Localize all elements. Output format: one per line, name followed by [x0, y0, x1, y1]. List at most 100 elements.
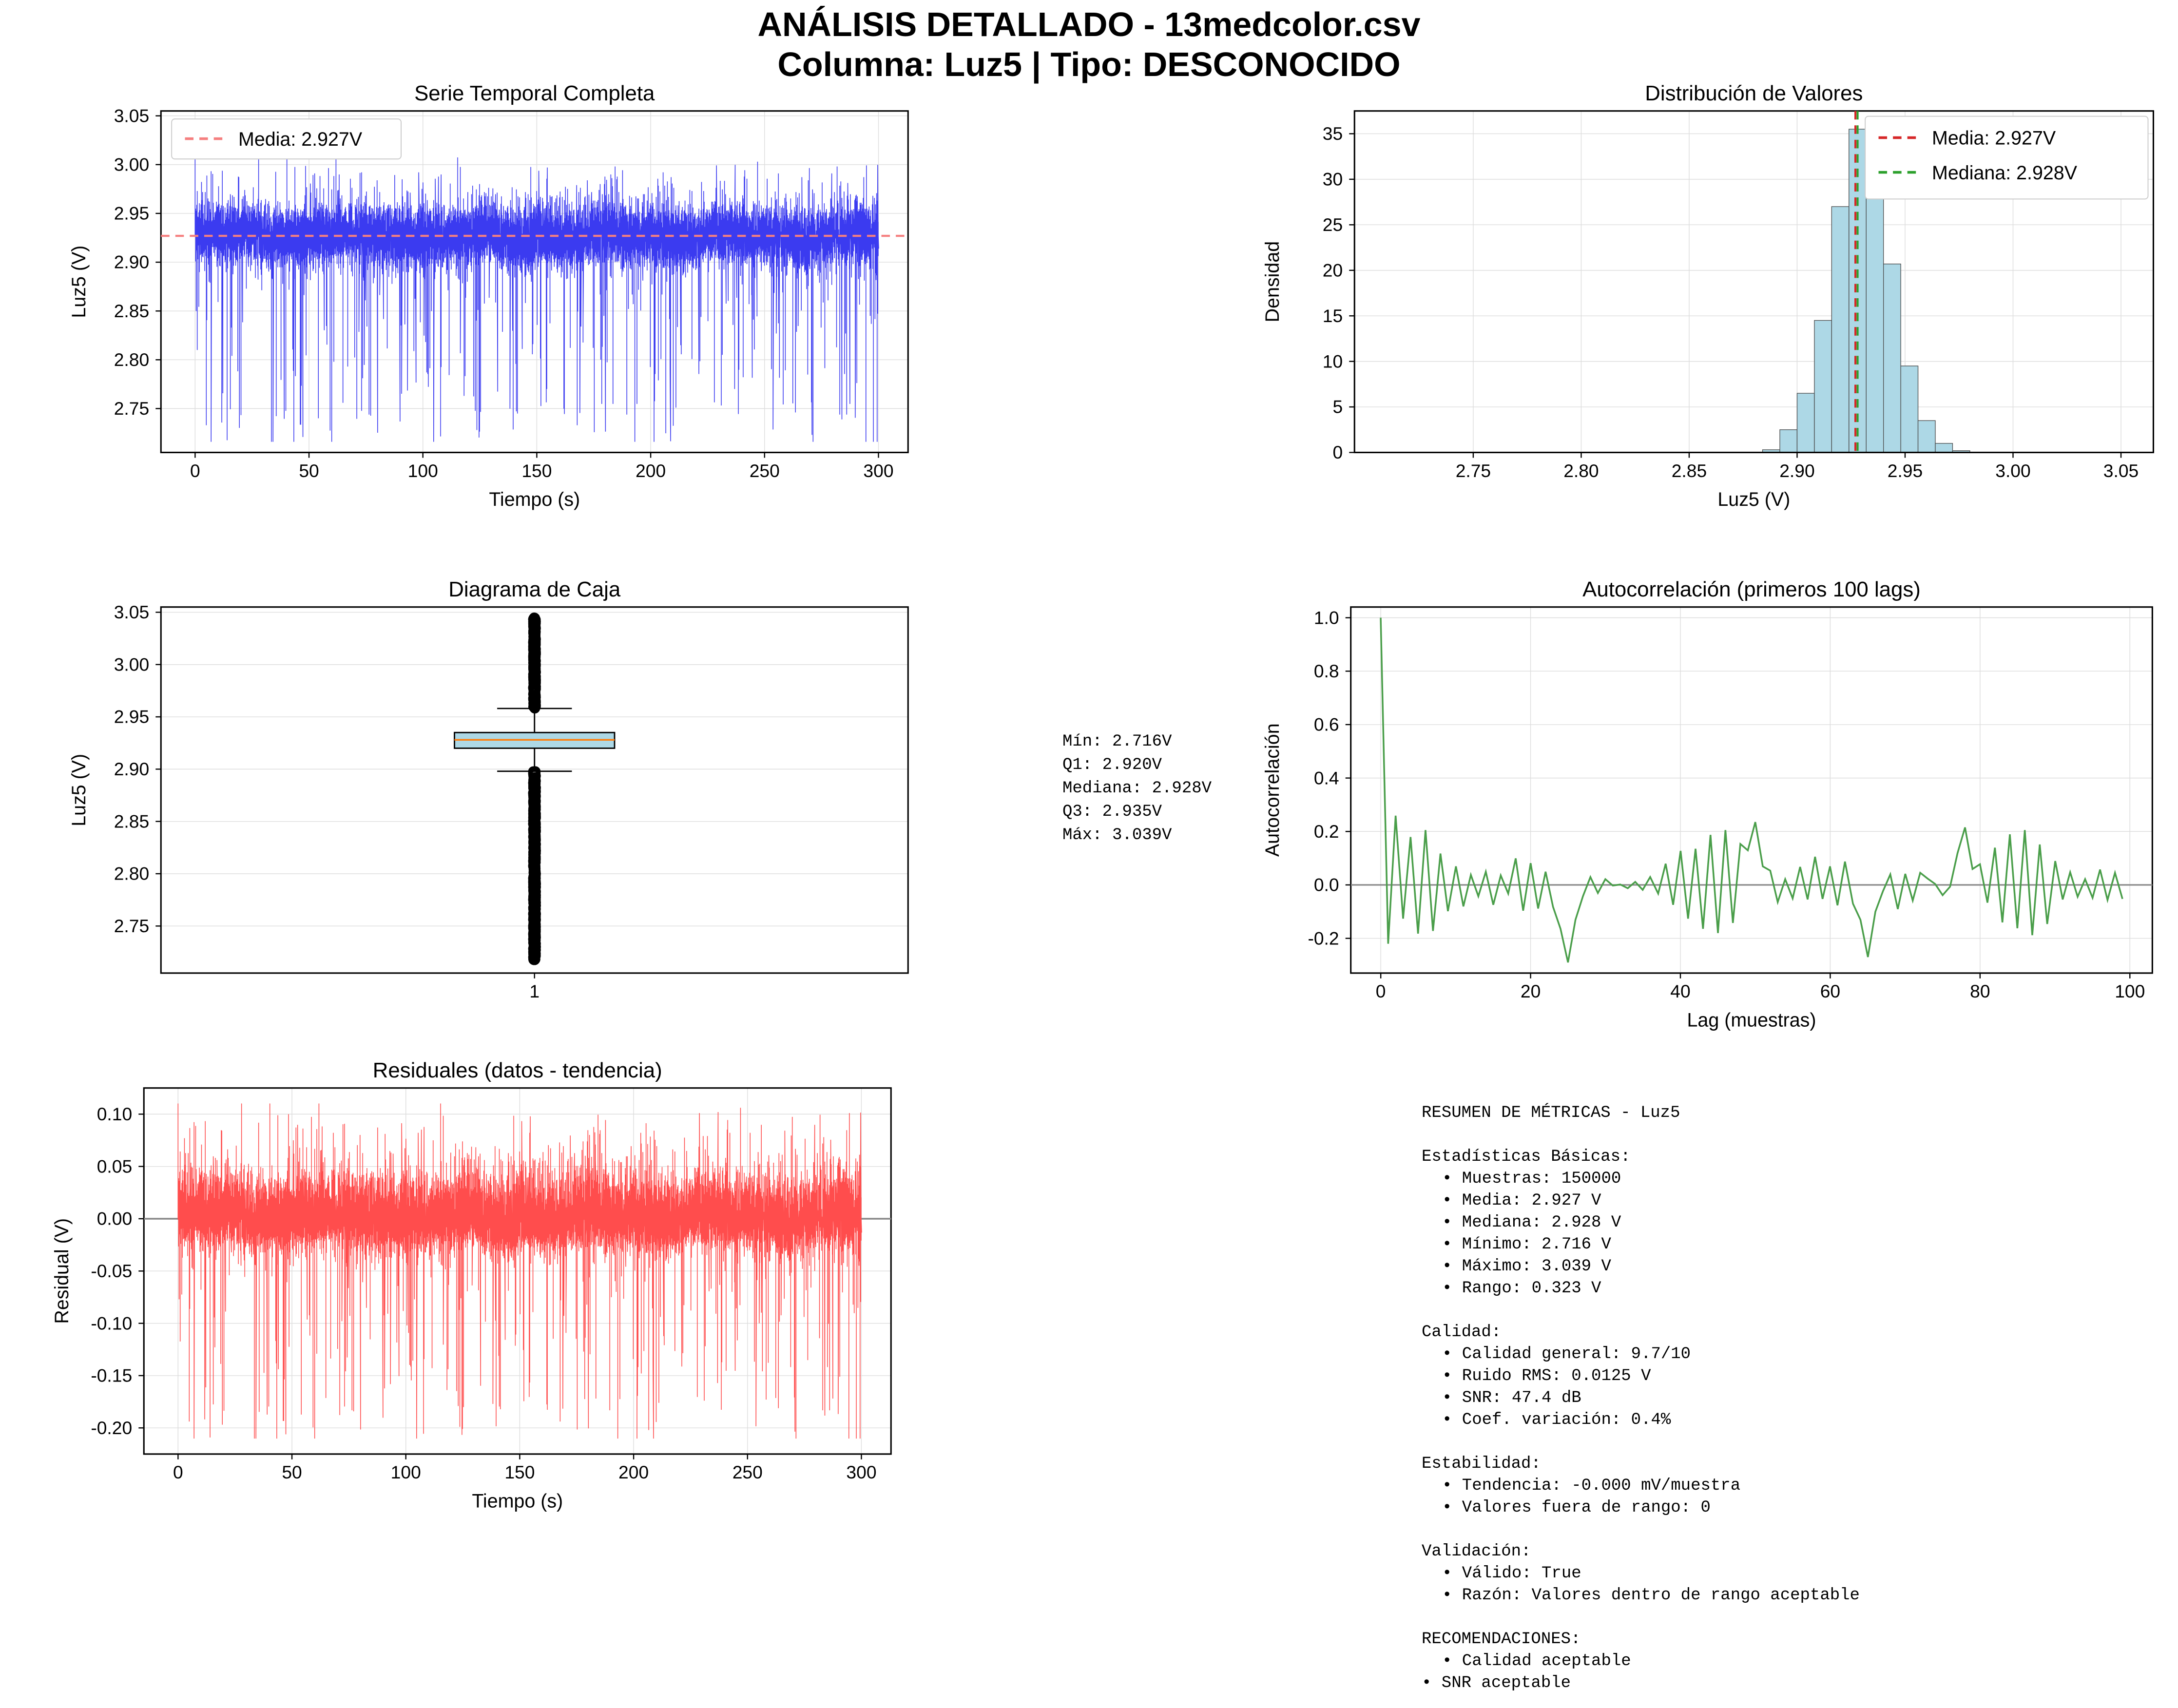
- svg-text:Tiempo (s): Tiempo (s): [472, 1491, 563, 1512]
- svg-text:10: 10: [1323, 351, 1343, 372]
- svg-text:150: 150: [521, 461, 552, 481]
- svg-text:3.05: 3.05: [114, 106, 149, 126]
- svg-text:0: 0: [190, 461, 200, 481]
- svg-text:Validación:: Validación:: [1422, 1542, 1531, 1561]
- svg-text:• Coef. variación: 0.4%: • Coef. variación: 0.4%: [1442, 1411, 1671, 1429]
- svg-text:Luz5 (V): Luz5 (V): [68, 754, 90, 826]
- svg-text:2.90: 2.90: [1779, 461, 1814, 481]
- svg-text:Lag (muestras): Lag (muestras): [1687, 1010, 1816, 1031]
- svg-text:3.05: 3.05: [114, 602, 149, 622]
- svg-text:2.90: 2.90: [114, 252, 149, 272]
- svg-text:60: 60: [1820, 981, 1840, 1002]
- svg-text:35: 35: [1323, 123, 1343, 144]
- svg-text:-0.05: -0.05: [91, 1261, 132, 1281]
- svg-text:2.95: 2.95: [114, 707, 149, 727]
- svg-text:0.10: 0.10: [97, 1104, 132, 1124]
- svg-text:Luz5 (V): Luz5 (V): [1717, 489, 1790, 510]
- svg-text:2.85: 2.85: [1672, 461, 1707, 481]
- svg-text:2.80: 2.80: [1563, 461, 1599, 481]
- svg-text:3.00: 3.00: [114, 154, 149, 175]
- svg-text:Media: 2.927V: Media: 2.927V: [238, 129, 363, 150]
- svg-text:2.80: 2.80: [114, 864, 149, 884]
- svg-text:20: 20: [1323, 260, 1343, 281]
- svg-text:• Ruido RMS: 0.0125 V: • Ruido RMS: 0.0125 V: [1442, 1367, 1651, 1385]
- svg-text:1: 1: [529, 981, 540, 1002]
- svg-text:Densidad: Densidad: [1262, 241, 1283, 322]
- svg-text:-0.10: -0.10: [91, 1313, 132, 1334]
- svg-text:Mediana: 2.928V: Mediana: 2.928V: [1062, 779, 1212, 798]
- svg-text:Estadísticas Básicas:: Estadísticas Básicas:: [1422, 1148, 1630, 1166]
- svg-text:RESUMEN DE MÉTRICAS - Luz5: RESUMEN DE MÉTRICAS - Luz5: [1422, 1103, 1680, 1122]
- svg-text:3.00: 3.00: [114, 654, 149, 675]
- svg-text:100: 100: [2115, 981, 2145, 1002]
- svg-text:100: 100: [407, 461, 438, 481]
- svg-text:• Calidad aceptable: • Calidad aceptable: [1442, 1652, 1631, 1670]
- svg-text:• Valores fuera de rango: 0: • Valores fuera de rango: 0: [1442, 1498, 1711, 1517]
- svg-text:2.80: 2.80: [114, 349, 149, 370]
- svg-text:• Media: 2.927 V: • Media: 2.927 V: [1442, 1191, 1601, 1210]
- svg-text:2.90: 2.90: [114, 759, 149, 779]
- svg-text:0.05: 0.05: [97, 1156, 132, 1177]
- svg-text:Tiempo (s): Tiempo (s): [489, 489, 580, 510]
- svg-text:250: 250: [732, 1462, 763, 1483]
- svg-text:2.85: 2.85: [114, 811, 149, 832]
- svg-text:15: 15: [1323, 306, 1343, 326]
- svg-text:• Razón: Valores dentro de ran: • Razón: Valores dentro de rango aceptab…: [1442, 1586, 1860, 1605]
- svg-text:-0.2: -0.2: [1308, 928, 1339, 949]
- svg-text:• Mediana: 2.928 V: • Mediana: 2.928 V: [1442, 1213, 1621, 1232]
- svg-text:0: 0: [1375, 981, 1386, 1002]
- svg-text:200: 200: [618, 1462, 649, 1483]
- svg-text:2.95: 2.95: [1888, 461, 1923, 481]
- svg-text:Residuales (datos - tendencia): Residuales (datos - tendencia): [373, 1058, 662, 1082]
- svg-text:Luz5 (V): Luz5 (V): [68, 246, 90, 318]
- svg-text:Serie Temporal Completa: Serie Temporal Completa: [414, 81, 655, 105]
- svg-text:50: 50: [282, 1462, 302, 1483]
- svg-text:• Mínimo: 2.716 V: • Mínimo: 2.716 V: [1442, 1235, 1611, 1254]
- svg-text:1.0: 1.0: [1314, 608, 1339, 628]
- svg-text:2.75: 2.75: [1455, 461, 1490, 481]
- svg-text:150: 150: [504, 1462, 535, 1483]
- svg-text:300: 300: [846, 1462, 876, 1483]
- svg-text:Mediana: 2.928V: Mediana: 2.928V: [1932, 162, 2078, 184]
- svg-text:2.95: 2.95: [114, 203, 149, 224]
- svg-text:• Tendencia: -0.000 mV/muestra: • Tendencia: -0.000 mV/muestra: [1442, 1477, 1740, 1495]
- svg-text:Mín: 2.716V: Mín: 2.716V: [1062, 732, 1172, 751]
- svg-text:5: 5: [1332, 397, 1343, 417]
- svg-text:• Muestras: 150000: • Muestras: 150000: [1442, 1170, 1621, 1188]
- svg-text:• SNR: 47.4 dB: • SNR: 47.4 dB: [1442, 1389, 1581, 1407]
- svg-text:-0.20: -0.20: [91, 1418, 132, 1438]
- svg-text:Calidad:: Calidad:: [1422, 1323, 1501, 1342]
- svg-text:100: 100: [390, 1462, 421, 1483]
- svg-text:Autocorrelación (primeros 100: Autocorrelación (primeros 100 lags): [1582, 577, 1921, 601]
- svg-text:0: 0: [1332, 442, 1343, 462]
- svg-text:0.00: 0.00: [97, 1209, 132, 1229]
- svg-text:0: 0: [173, 1462, 183, 1483]
- svg-text:50: 50: [299, 461, 319, 481]
- svg-text:2.85: 2.85: [114, 301, 149, 321]
- svg-text:30: 30: [1323, 169, 1343, 190]
- svg-text:• Calidad general: 9.7/10: • Calidad general: 9.7/10: [1442, 1345, 1691, 1363]
- svg-text:0.8: 0.8: [1314, 661, 1339, 681]
- svg-text:-0.15: -0.15: [91, 1365, 132, 1386]
- svg-text:Media: 2.927V: Media: 2.927V: [1932, 128, 2056, 149]
- svg-text:3.00: 3.00: [1995, 461, 2030, 481]
- svg-text:• Máximo: 3.039 V: • Máximo: 3.039 V: [1442, 1257, 1611, 1276]
- svg-text:RECOMENDACIONES:: RECOMENDACIONES:: [1422, 1630, 1580, 1649]
- svg-text:Q1: 2.920V: Q1: 2.920V: [1062, 756, 1162, 774]
- svg-text:Máx: 3.039V: Máx: 3.039V: [1062, 826, 1172, 844]
- svg-text:• SNR aceptable: • SNR aceptable: [1422, 1674, 1571, 1692]
- svg-text:2.75: 2.75: [114, 398, 149, 419]
- svg-text:2.75: 2.75: [114, 916, 149, 936]
- svg-text:Residual (V): Residual (V): [51, 1218, 73, 1324]
- svg-text:40: 40: [1670, 981, 1690, 1002]
- svg-text:300: 300: [863, 461, 893, 481]
- svg-text:• Rango: 0.323 V: • Rango: 0.323 V: [1442, 1279, 1601, 1298]
- svg-text:80: 80: [1970, 981, 1990, 1002]
- svg-text:• Válido: True: • Válido: True: [1442, 1564, 1581, 1583]
- svg-text:0.0: 0.0: [1314, 875, 1339, 895]
- svg-text:3.05: 3.05: [2103, 461, 2139, 481]
- svg-text:Diagrama de Caja: Diagrama de Caja: [448, 577, 621, 601]
- svg-text:250: 250: [750, 461, 780, 481]
- svg-text:Distribución de Valores: Distribución de Valores: [1645, 81, 1863, 105]
- svg-text:200: 200: [636, 461, 666, 481]
